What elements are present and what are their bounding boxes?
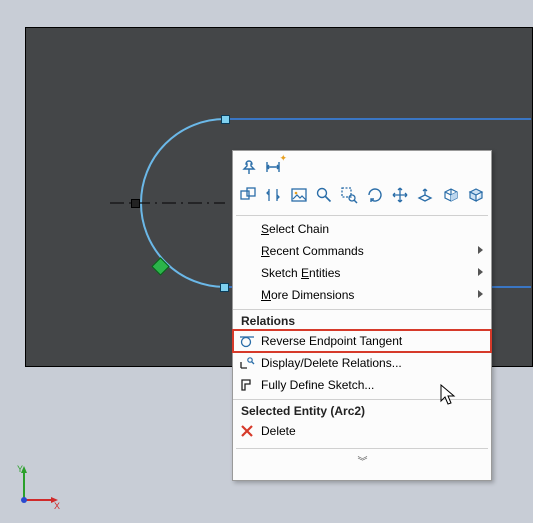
arc-endpoint-bottom[interactable] (220, 283, 229, 292)
context-toolbar-row-1: ✦ (233, 155, 491, 183)
menu-accel: S (261, 222, 269, 236)
triad-y-label: Y (17, 464, 23, 474)
menu-delete[interactable]: Delete (233, 420, 491, 442)
menu-fully-define-sketch[interactable]: Fully Define Sketch... (233, 374, 491, 396)
expand-chevron-icon[interactable]: ︾ (233, 451, 491, 468)
flip-direction-icon[interactable] (264, 185, 282, 205)
menu-recent-commands[interactable]: Recent Commands (233, 240, 491, 262)
menu-select-chain[interactable]: Select Chain (233, 218, 491, 240)
view-orientation-icon[interactable] (467, 185, 485, 205)
menu-sketch-entities[interactable]: Sketch Entities (233, 262, 491, 284)
zoom-area-icon[interactable] (340, 185, 358, 205)
normal-to-icon[interactable] (416, 185, 434, 205)
fully-define-icon (239, 377, 255, 393)
rotate-view-icon[interactable] (365, 185, 383, 205)
menu-reverse-endpoint-tangent[interactable]: Reverse Endpoint Tangent (233, 330, 491, 352)
delete-x-icon (239, 423, 255, 439)
submenu-arrow-icon (478, 268, 483, 276)
submenu-arrow-icon (478, 290, 483, 298)
make-fixed-icon[interactable] (239, 157, 259, 177)
submenu-arrow-icon (478, 246, 483, 254)
context-toolbar-row-2 (233, 183, 491, 213)
menu-label-text: Fully Define Sketch... (261, 378, 473, 392)
zoom-to-fit-icon[interactable] (315, 185, 333, 205)
menu-label-text: ecent Commands (270, 244, 364, 258)
menu-label-text: elect Chain (269, 222, 329, 236)
menu-accel: M (261, 288, 271, 302)
horizontal-dimension-icon[interactable]: ✦ (263, 157, 283, 177)
arc-endpoint-top[interactable] (221, 115, 230, 124)
menu-label-text: ore Dimensions (271, 288, 354, 302)
section-header-selected-entity: Selected Entity (Arc2) (233, 399, 491, 420)
insert-picture-icon[interactable] (290, 185, 308, 205)
section-view-icon[interactable] (441, 185, 459, 205)
pan-icon[interactable] (391, 185, 409, 205)
menu-label-text: ntities (309, 266, 340, 280)
tangent-icon (239, 333, 255, 349)
menu-label-pre: Sketch (261, 266, 301, 280)
menu-label-text: Display/Delete Relations... (261, 356, 473, 370)
coordinate-triad: Y X (14, 462, 62, 513)
triad-x-label: X (54, 501, 60, 510)
menu-accel: R (261, 244, 270, 258)
section-header-relations: Relations (233, 309, 491, 330)
menu-display-delete-relations[interactable]: Display/Delete Relations... (233, 352, 491, 374)
arc-center-point[interactable] (131, 199, 140, 208)
menu-label-text: Delete (261, 424, 473, 438)
menu-more-dimensions[interactable]: More Dimensions (233, 284, 491, 306)
menu-label-text: Reverse Endpoint Tangent (261, 334, 473, 348)
relations-icon (239, 355, 255, 371)
menu-accel: E (301, 266, 309, 280)
move-entities-icon[interactable] (239, 185, 257, 205)
context-menu: ✦ Select Chain Recent Commands Sketch En… (232, 150, 492, 481)
